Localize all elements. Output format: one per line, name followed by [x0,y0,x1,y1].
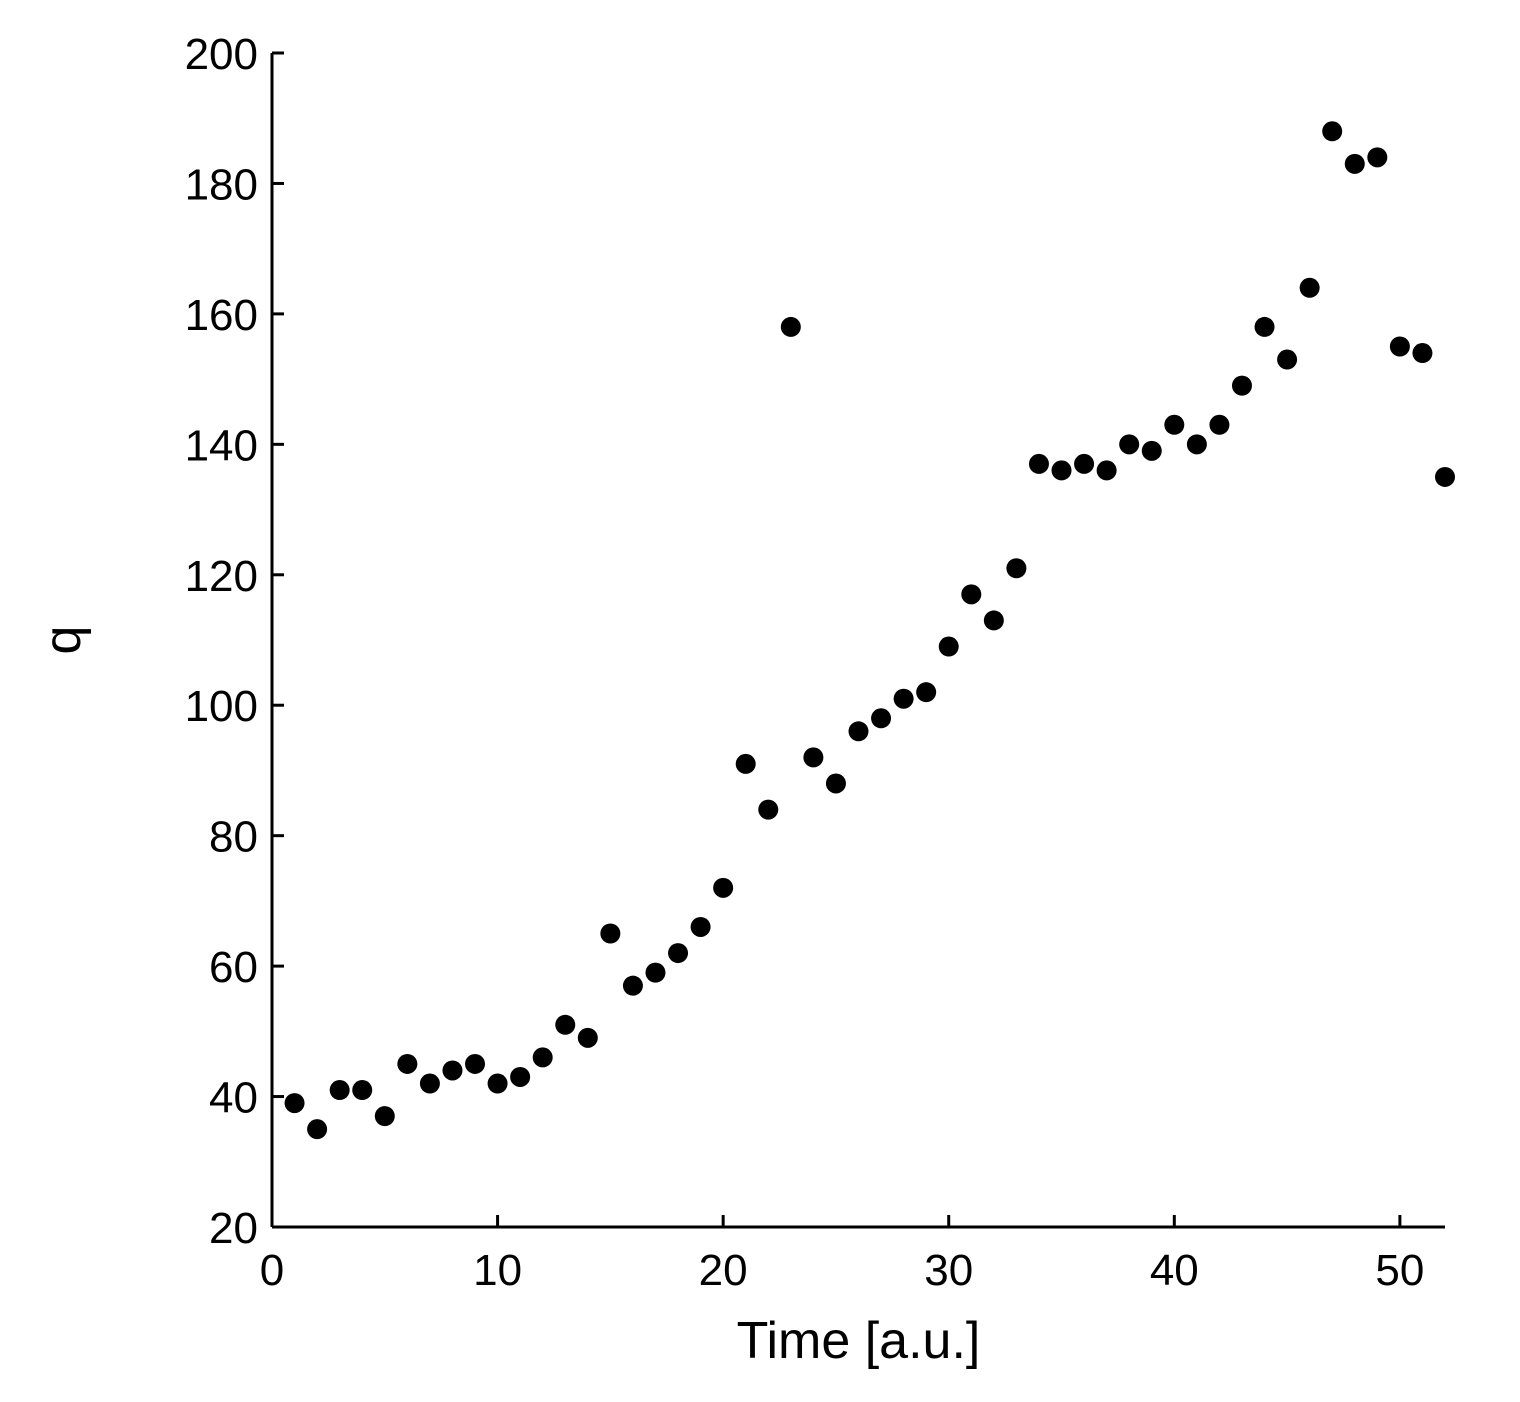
data-point [307,1119,328,1140]
data-point [600,923,621,944]
y-axis-title: q [34,626,92,655]
y-tick-label: 100 [185,682,258,731]
data-point [983,610,1004,631]
x-tick-label: 50 [1375,1246,1424,1295]
x-tick-label: 20 [699,1246,748,1295]
data-point [961,584,982,605]
data-point [1412,343,1433,364]
y-tick-label: 60 [209,943,258,992]
data-point [465,1053,486,1074]
data-point [352,1080,373,1101]
data-point [938,636,959,657]
data-point [397,1053,418,1074]
data-point [329,1080,350,1101]
data-point [1051,460,1072,481]
data-point [1367,147,1388,168]
data-point [442,1060,463,1081]
x-axis-title: Time [a.u.] [737,1312,981,1370]
data-point [893,688,914,709]
y-ticks: 20 40 60 80 100 120 140 160 180 200 [185,30,284,1253]
y-tick-label: 40 [209,1074,258,1123]
data-point [1006,558,1027,579]
data-point [622,975,643,996]
y-tick-label: 80 [209,813,258,862]
y-tick-label: 180 [185,160,258,209]
x-tick-label: 10 [473,1246,522,1295]
y-tick-label: 200 [185,30,258,79]
data-point [1389,336,1410,357]
data-point [1299,277,1320,298]
data-point [1028,453,1049,474]
data-point [713,877,734,898]
data-point [780,316,801,337]
data-point [1322,121,1343,142]
data-point [487,1073,508,1094]
data-point [577,1027,598,1048]
x-ticks: 0 10 20 30 40 50 [260,1215,1424,1295]
data-point [1344,153,1365,174]
data-point [1435,466,1455,487]
data-point [803,747,824,768]
y-tick-label: 20 [209,1204,258,1253]
axes [270,53,1445,1229]
data-point [645,962,666,983]
data-point [510,1066,531,1087]
data-point [1074,453,1095,474]
data-point [555,1014,576,1035]
data-point [758,799,779,820]
data-point [1096,460,1117,481]
data-point [871,708,892,729]
data-point [825,773,846,794]
data-point [1141,440,1162,461]
data-point [1254,316,1275,337]
data-point [419,1073,440,1094]
data-point [1209,414,1230,435]
x-tick-label: 30 [924,1246,973,1295]
data-point [668,943,689,964]
data-point [690,916,711,937]
data-point [1231,375,1252,396]
data-point [1186,434,1207,455]
data-points [284,121,1455,1140]
data-point [1119,434,1140,455]
data-point [532,1047,553,1068]
data-point [284,1093,305,1114]
data-point [1164,414,1185,435]
data-point [916,682,937,703]
x-tick-label: 40 [1150,1246,1199,1295]
data-point [374,1106,395,1127]
y-tick-label: 120 [185,552,258,601]
data-point [848,721,869,742]
data-point [1277,349,1298,370]
data-point [735,753,756,774]
y-tick-label: 160 [185,291,258,340]
y-tick-label: 140 [185,421,258,470]
x-tick-label: 0 [260,1246,284,1295]
